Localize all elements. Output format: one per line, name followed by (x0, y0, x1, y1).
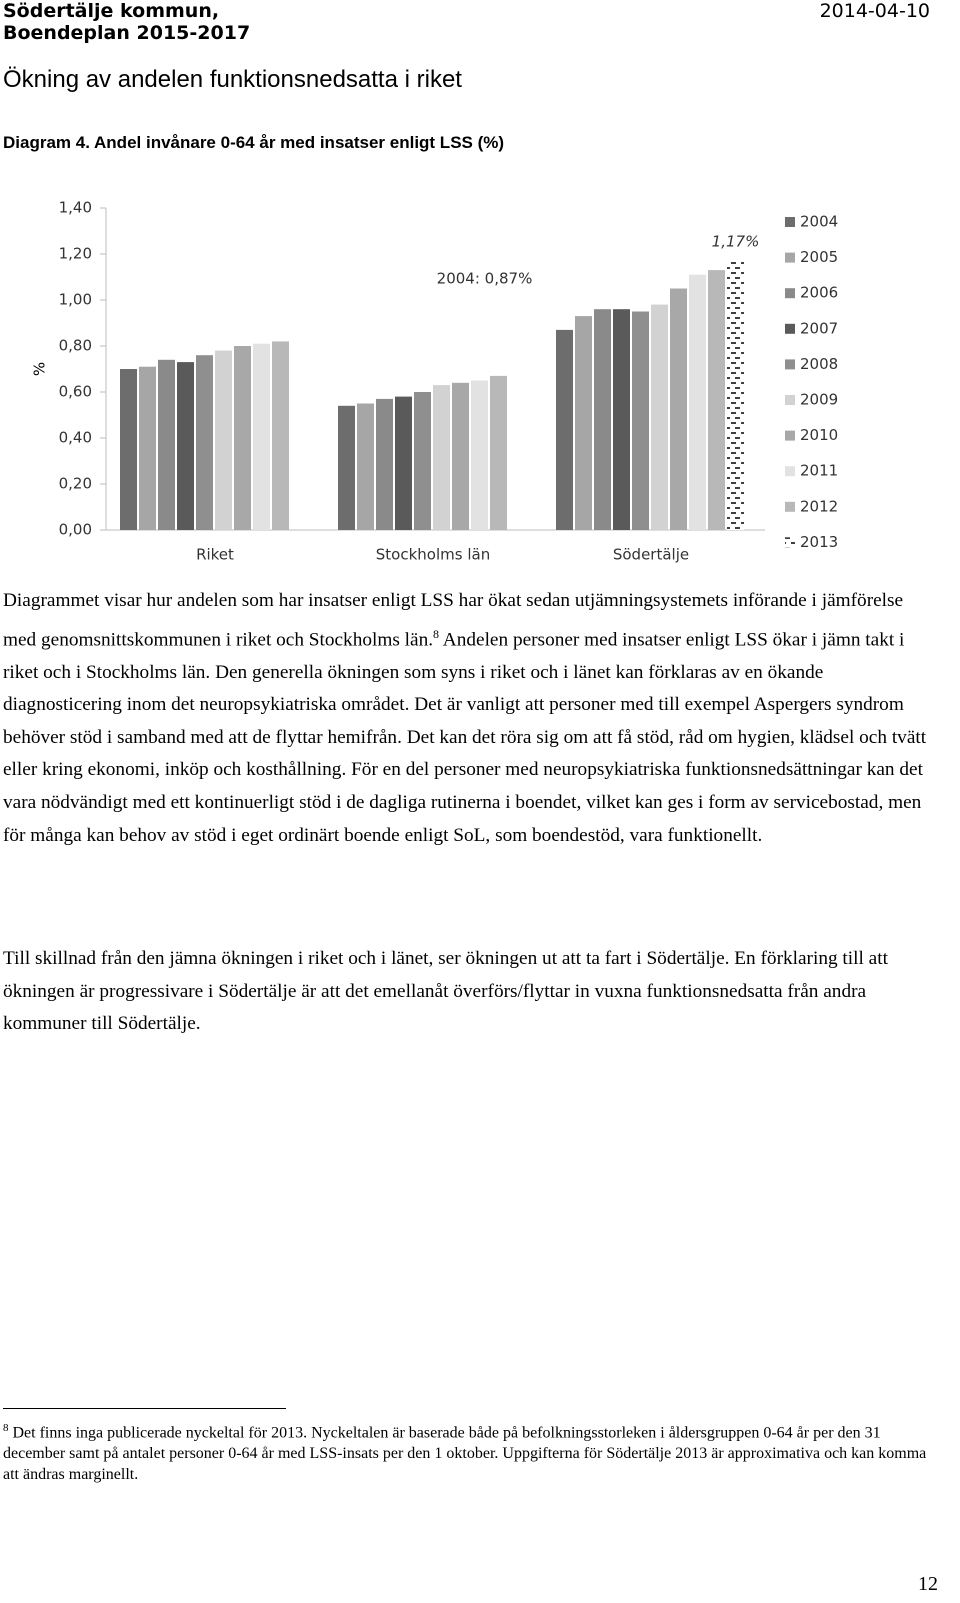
text: Diagrammet visar hur andelen som har ins… (3, 590, 904, 651)
bar (613, 309, 630, 530)
x-tick-label: Stockholms län (376, 546, 490, 564)
legend-swatch (785, 359, 795, 370)
bar (253, 343, 270, 530)
paragraph: Till skillnad från den jämna ökningen i … (3, 948, 888, 1035)
header-organization: Södertälje kommun, (3, 0, 220, 22)
legend-swatch (785, 252, 795, 263)
bar (120, 369, 137, 530)
chart: % 0,00 0,20 0,40 0,60 0,80 1,00 1,20 1,40 Riket S… (31, 199, 839, 564)
legend-swatch (785, 537, 795, 548)
bar (177, 362, 194, 530)
footnote-rule (3, 1408, 286, 1409)
bar (708, 270, 725, 530)
bar (727, 260, 744, 530)
bar (594, 309, 611, 530)
bar (414, 392, 431, 530)
text: Andelen personer med insatser enligt LSS… (3, 629, 927, 846)
y-tick-label: 0,60 (59, 383, 92, 401)
bar (433, 385, 450, 530)
bar (376, 398, 393, 530)
footnote-text: Det finns inga publicerade nyckeltal för… (3, 1424, 927, 1484)
legend-swatch (785, 217, 795, 227)
legend-swatch (785, 430, 795, 441)
bar (338, 405, 355, 530)
legend-label: 2006 (800, 284, 838, 302)
y-tick-label: 1,00 (59, 291, 92, 309)
section-title: Ökning av andelen funktionsnedsatta i ri… (3, 66, 462, 93)
x-tick-label: Södertälje (613, 546, 689, 564)
footnote: 8 Det finns inga publicerade nyckeltal f… (3, 1418, 938, 1485)
annotation: 2004: 0,87% (437, 270, 533, 288)
x-tick-label: Riket (196, 546, 234, 564)
bar (471, 380, 488, 530)
page-number: 12 (918, 1573, 938, 1595)
bar (575, 316, 592, 530)
legend-swatch (785, 466, 795, 477)
footnote-ref: 8 (433, 626, 440, 641)
bar (158, 359, 175, 530)
legend-label: 2005 (800, 248, 838, 266)
legend-swatch (785, 288, 795, 299)
legend-label: 2007 (800, 319, 838, 337)
legend-label: 2012 (800, 497, 838, 515)
bar (272, 341, 289, 530)
y-tick-label: 1,20 (59, 245, 92, 263)
bar (670, 288, 687, 530)
bar (234, 346, 251, 530)
bar (689, 274, 706, 530)
y-axis-label: % (31, 362, 49, 376)
header-document: Boendeplan 2015-2017 (3, 22, 251, 44)
bar (395, 396, 412, 530)
y-tick-label: 0,00 (59, 521, 92, 539)
bar (196, 355, 213, 530)
y-tick-label: 0,40 (59, 429, 92, 447)
legend-label: 2004 (800, 213, 838, 231)
bar (215, 350, 232, 530)
bar (357, 403, 374, 530)
footnote-number: 8 (3, 1422, 9, 1434)
bar (556, 329, 573, 530)
legend-label: 2009 (800, 391, 838, 409)
annotation: 1,17% (712, 233, 760, 251)
header-date: 2014-04-10 (819, 0, 930, 22)
legend-label: 2010 (800, 426, 838, 444)
y-tick-label: 0,20 (59, 475, 92, 493)
bar (651, 304, 668, 530)
legend-swatch (785, 323, 795, 334)
bar (632, 311, 649, 530)
y-tick-label: 1,40 (59, 199, 92, 217)
chart-title: Diagram 4. Andel invånare 0-64 år med in… (3, 133, 505, 152)
legend-label: 2013 (800, 533, 838, 551)
legend-swatch (785, 501, 795, 512)
legend-label: 2011 (800, 462, 838, 480)
bar (139, 366, 156, 530)
legend-swatch (785, 395, 795, 405)
y-tick-label: 0,80 (59, 337, 92, 355)
legend-label: 2008 (800, 355, 838, 373)
bar (452, 382, 469, 530)
bar (490, 375, 507, 530)
paragraph: Diagrammet visar hur andelen som har ins… (3, 585, 938, 852)
